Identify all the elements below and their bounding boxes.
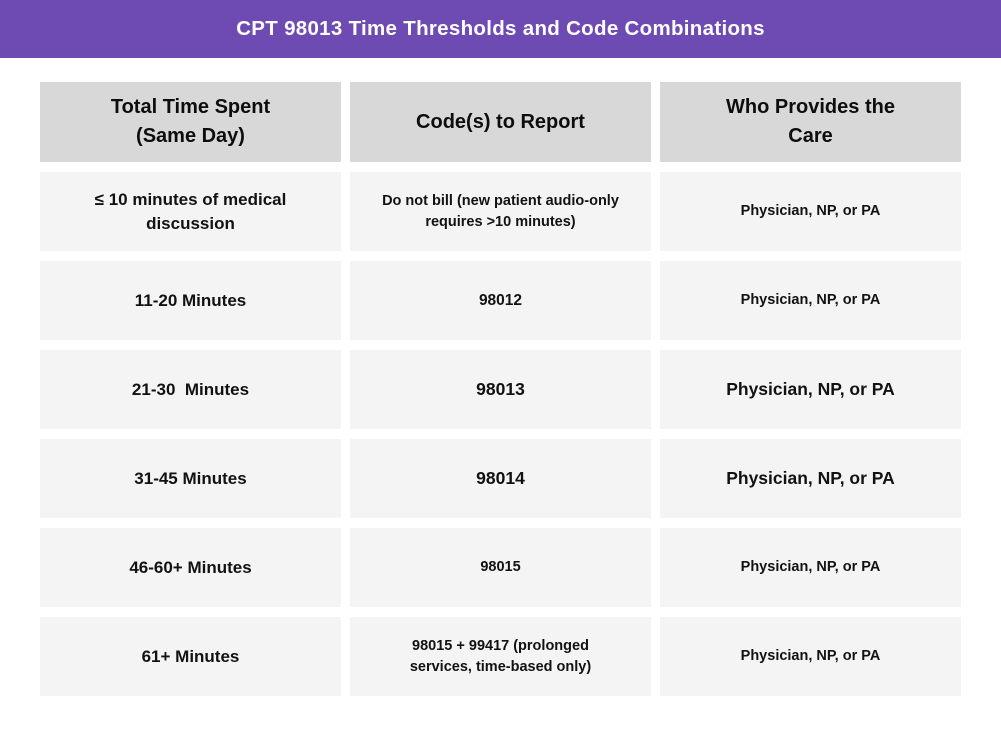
time-cell: ≤ 10 minutes of medical discussion	[40, 172, 341, 251]
code-cell: Do not bill (new patient audio-only requ…	[350, 172, 651, 251]
page-title: CPT 98013 Time Thresholds and Code Combi…	[236, 17, 765, 40]
table-row: 46-60+ Minutes 98015 Physician, NP, or P…	[40, 528, 961, 607]
cpt-code-table: Total Time Spent (Same Day) Code(s) to R…	[40, 82, 961, 696]
provider-cell: Physician, NP, or PA	[660, 439, 961, 518]
code-cell: 98015	[350, 528, 651, 607]
provider-cell: Physician, NP, or PA	[660, 350, 961, 429]
table-row: 11-20 Minutes 98012 Physician, NP, or PA	[40, 261, 961, 340]
provider-cell: Physician, NP, or PA	[660, 617, 961, 696]
table-row: ≤ 10 minutes of medical discussion Do no…	[40, 172, 961, 251]
time-cell: 11-20 Minutes	[40, 261, 341, 340]
provider-cell: Physician, NP, or PA	[660, 172, 961, 251]
time-cell: 31-45 Minutes	[40, 439, 341, 518]
title-bar: CPT 98013 Time Thresholds and Code Combi…	[0, 0, 1001, 58]
code-cell: 98012	[350, 261, 651, 340]
table-row: 61+ Minutes 98015 + 99417 (prolonged ser…	[40, 617, 961, 696]
table-row: 21-30 Minutes 98013 Physician, NP, or PA	[40, 350, 961, 429]
code-cell: 98013	[350, 350, 651, 429]
code-cell: 98014	[350, 439, 651, 518]
table-row: 31-45 Minutes 98014 Physician, NP, or PA	[40, 439, 961, 518]
header-cell-who-provides-care: Who Provides the Care	[660, 82, 961, 162]
code-cell: 98015 + 99417 (prolonged services, time-…	[350, 617, 651, 696]
time-cell: 21-30 Minutes	[40, 350, 341, 429]
time-cell: 46-60+ Minutes	[40, 528, 341, 607]
provider-cell: Physician, NP, or PA	[660, 261, 961, 340]
table-header-row: Total Time Spent (Same Day) Code(s) to R…	[40, 82, 961, 162]
header-cell-codes-to-report: Code(s) to Report	[350, 82, 651, 162]
header-cell-total-time: Total Time Spent (Same Day)	[40, 82, 341, 162]
time-cell: 61+ Minutes	[40, 617, 341, 696]
provider-cell: Physician, NP, or PA	[660, 528, 961, 607]
